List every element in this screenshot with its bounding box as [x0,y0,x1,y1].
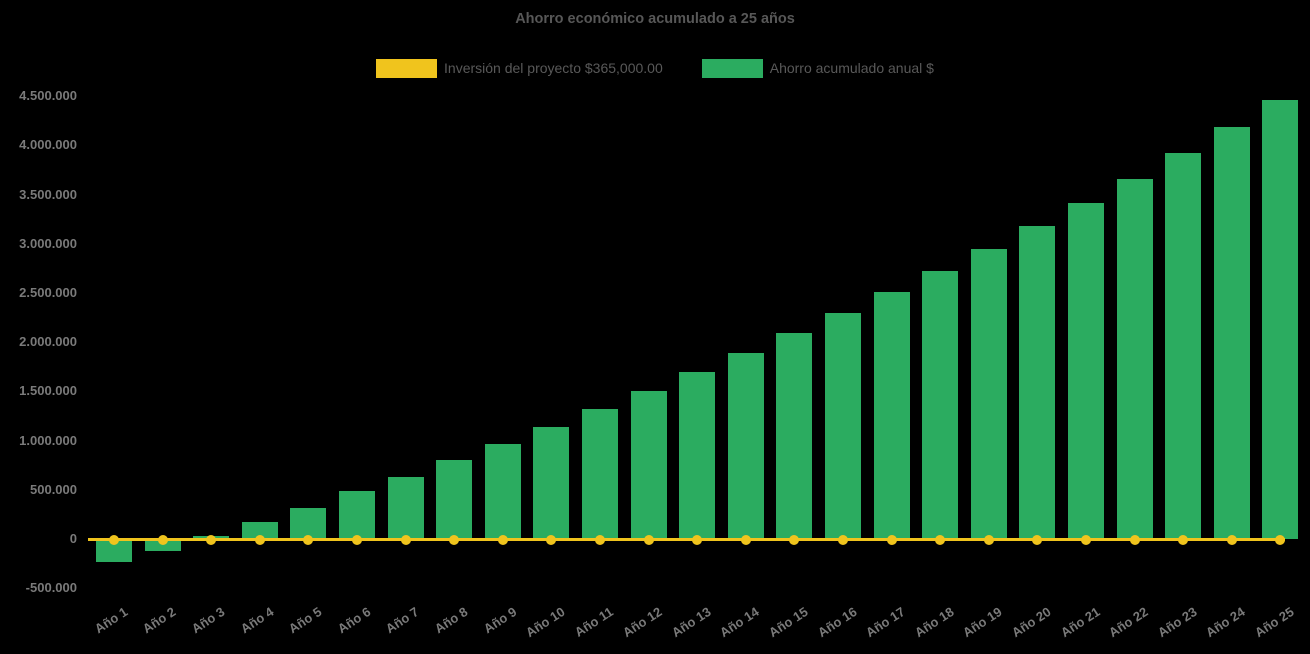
bar [679,372,716,539]
line-marker [1129,534,1140,545]
x-axis-tick-label: Año 17 [863,604,908,641]
x-axis-tick-label: Año 9 [480,604,519,637]
x-axis-tick-label: Año 2 [140,604,179,637]
x-axis-tick-label: Año 10 [523,604,568,641]
x-axis-tick-label: Año 4 [237,604,276,637]
x-axis-tick-label: Año 22 [1106,604,1151,641]
line-marker [692,534,703,545]
y-axis-tick-label: 1.000.000 [19,432,77,448]
bar [1019,225,1056,539]
x-axis-tick-label: Año 20 [1009,604,1054,641]
legend-swatch-savings-icon [701,59,763,78]
x-axis-tick-label: Año 18 [911,604,957,641]
x-axis-tick-label: Año 3 [188,604,228,637]
line-marker [400,534,411,545]
bar [1262,100,1299,539]
x-axis-tick-label: Año 11 [572,604,617,640]
y-axis-tick-label: 2.000.000 [19,334,77,350]
bar [970,248,1007,539]
bar [290,507,327,539]
line-marker [1275,534,1286,545]
x-axis-tick-label: Año 8 [431,604,471,637]
x-axis-tick-label: Año 16 [814,604,860,641]
bar [1068,202,1104,539]
line-marker [740,534,751,545]
x-axis-tick-label: Año 19 [960,604,1005,641]
bar [922,270,959,539]
y-axis-tick-label: 4.000.000 [19,137,77,153]
legend-item-savings[interactable]: Ahorro acumulado anual $ [701,59,934,78]
line-marker [1178,534,1189,545]
legend-label-investment: Inversión del proyecto $365,000.00 [444,60,663,76]
x-axis-tick-label: Año 15 [766,604,811,641]
line-marker [1081,534,1091,545]
line-marker [595,534,605,545]
bar [1213,127,1250,539]
x-axis-tick-label: Año 12 [620,604,665,641]
x-axis-tick-label: Año 14 [717,604,762,641]
line-marker [157,534,168,545]
y-axis-tick-label: 500.000 [30,481,77,497]
y-axis-tick-label: 0 [69,531,77,546]
y-axis-tick-label: 3.500.000 [19,186,77,202]
x-axis-tick-label: Año 1 [91,604,131,637]
line-marker [838,534,848,545]
bar [582,409,618,539]
line-marker [497,534,508,545]
line-marker [449,534,460,545]
y-axis-tick-label: 3.000.000 [19,235,77,251]
bar [776,333,813,539]
bar [241,521,278,539]
bar [630,391,667,539]
x-axis-tick-label: Año 25 [1252,604,1297,641]
line-marker [935,534,946,545]
bar [339,490,375,539]
bar [873,292,910,539]
line-marker [1032,534,1043,545]
bar [1165,153,1202,539]
line-marker [886,534,897,545]
line-marker [254,534,265,545]
chart-title: Ahorro económico acumulado a 25 años [515,11,795,27]
x-axis-tick-label: Año 5 [286,604,325,637]
line-marker [109,534,119,545]
y-axis-tick-label: 4.500.000 [19,88,77,104]
line-marker [206,534,217,545]
bar [825,313,861,539]
legend-item-investment[interactable]: Inversión del proyecto $365,000.00 [376,59,663,78]
line-marker [789,534,800,545]
legend-label-savings: Ahorro acumulado anual $ [769,60,934,76]
line-marker [983,534,994,545]
x-axis-tick-label: Año 24 [1203,604,1248,641]
x-axis-tick-label: Año 6 [334,604,374,637]
bar [484,444,521,539]
bar [96,539,132,563]
y-axis-tick-label: -500.000 [25,580,77,596]
bar [436,460,473,539]
line-marker [352,534,362,545]
legend-swatch-investment-icon [376,59,438,78]
y-axis-tick-label: 1.500.000 [19,383,77,399]
bar [533,427,570,539]
investment-line [88,538,1285,541]
y-axis-tick-label: 2.500.000 [19,285,77,300]
bar [144,539,181,552]
x-axis-tick-label: Año 7 [383,604,422,637]
line-marker [303,534,314,545]
legend: Inversión del proyecto $365,000.00 Ahorr… [0,59,1310,78]
x-axis-tick-label: Año 23 [1154,604,1200,641]
bar [387,476,424,539]
line-marker [1226,534,1237,545]
x-axis-tick-label: Año 13 [668,604,714,641]
bar [1116,178,1153,539]
line-marker [643,534,654,545]
bar [727,353,764,539]
x-axis-tick-label: Año 21 [1057,604,1103,641]
line-marker [546,534,557,545]
